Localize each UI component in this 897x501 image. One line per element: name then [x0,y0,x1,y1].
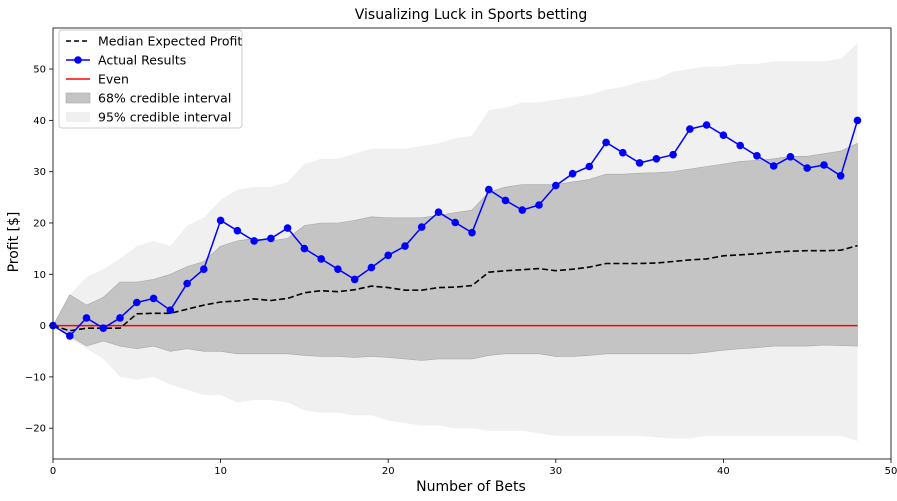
x-axis-ticks: 0 10 20 30 40 50 [50,459,897,477]
actual-point [552,181,560,190]
actual-point [769,162,778,170]
y-tick-label: 50 [33,65,46,76]
legend: Median Expected Profit Actual Results Even… [58,29,243,129]
actual-point [334,265,342,274]
y-tick-label: 0 [40,321,46,332]
actual-point [367,263,376,272]
y-axis-label: Profit [$] [6,212,22,273]
median-line [52,244,858,332]
actual-point [820,161,828,169]
actual-point [233,226,242,235]
actual-point [803,164,811,172]
actual-point [652,155,661,163]
actual-point [200,265,208,274]
plot-area [49,43,862,442]
actual-point [635,159,644,167]
x-tick-label: 50 [885,466,897,477]
actual-point [267,234,275,243]
legend-label: Even [98,72,129,87]
actual-point [619,148,627,157]
legend-box [58,29,243,129]
x-tick-label: 30 [549,466,562,477]
actual-point [183,279,191,288]
actual-point [518,206,527,214]
actual-point [166,306,175,315]
actual-point [501,196,510,205]
actual-point [568,169,577,178]
legend-swatch-band-95 [66,112,90,122]
x-tick-label: 40 [717,466,730,477]
x-axis-label: Number of Bets [416,479,526,495]
actual-point [535,201,543,209]
x-tick-label: 10 [214,466,227,477]
legend-label: 95% credible interval [98,110,231,125]
actual-point [786,153,795,161]
actual-point [401,242,409,250]
y-tick-label: 30 [33,167,46,178]
band-68-layer [52,142,858,361]
actual-point [99,324,108,333]
actual-point [300,244,309,253]
legend-label: 68% credible interval [98,91,231,106]
band-68-area [52,142,858,361]
actual-point [250,237,258,245]
actual-point [417,223,426,231]
actual-point [702,121,711,129]
y-tick-label: 40 [33,116,46,127]
actual-point [451,218,460,227]
legend-label: Median Expected Profit [98,34,242,49]
actual-point [602,138,610,147]
y-tick-label: −20 [25,424,46,435]
y-axis-ticks: −20 −10 0 10 20 30 40 50 [25,65,53,435]
actual-point [317,255,326,263]
legend-swatch-band-68 [65,92,91,104]
y-tick-label: 10 [33,270,46,281]
legend-label: Actual Results [98,53,186,68]
y-tick-label: 20 [33,218,46,229]
actual-point [753,152,761,160]
actual-point [350,275,359,284]
series-layer [49,116,862,340]
actual-point [434,208,443,216]
actual-point [216,216,225,225]
actual-point [149,294,158,303]
actual-point [686,125,694,133]
x-tick-label: 20 [382,466,395,477]
actual-point [82,314,91,322]
actual-point [283,224,292,232]
actual-point [669,150,677,159]
plot-frame [52,27,892,460]
y-tick-label: −10 [25,372,46,383]
actual-point [384,251,393,260]
x-tick-label: 0 [50,466,56,477]
actual-point [719,131,728,139]
chart-title: Visualizing Luck in Sports betting [355,7,587,23]
actual-point [836,172,845,180]
actual-point [485,185,493,194]
actual-point [133,298,141,307]
actual-point [66,332,74,340]
actual-point [853,116,862,125]
actual-point [468,228,476,237]
actual-point [116,314,124,322]
actual-point [736,141,744,150]
actual-point [585,162,594,171]
legend-swatch-actual-marker [74,56,82,64]
